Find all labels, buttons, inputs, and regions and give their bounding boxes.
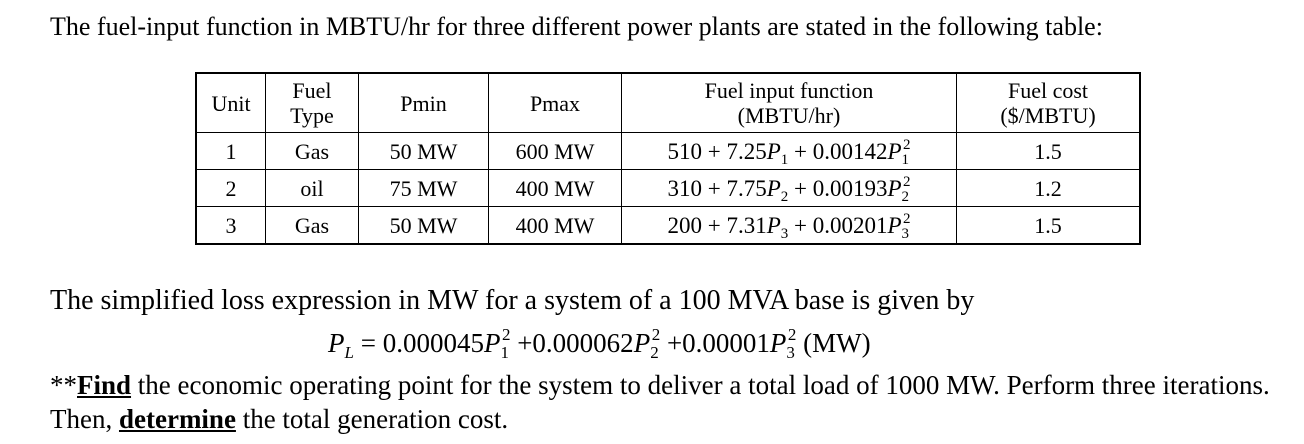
cell-unit: 2	[195, 169, 266, 207]
task-text: **Find the economic operating point for …	[50, 368, 1300, 436]
header-fuel-cost-line1: Fuel cost	[1007, 78, 1089, 103]
cell-pmax: 600 MW	[488, 132, 622, 170]
cell-unit: 1	[195, 132, 266, 170]
coef-a: 510	[667, 138, 702, 164]
var-sub: 3	[901, 225, 910, 242]
header-fuel-type: Fuel Type	[265, 72, 359, 133]
cell-pmax: 400 MW	[488, 206, 622, 245]
cell-pmin: 50 MW	[358, 132, 489, 170]
header-fuel-function-line2: (MBTU/hr)	[737, 103, 841, 128]
coef-a: 310	[667, 175, 702, 201]
loss-sub-1: 1	[500, 343, 509, 362]
table-header-row: Unit Fuel Type Pmin Pmax Fuel input func…	[195, 72, 1141, 133]
coef-c: 0.00142	[812, 138, 888, 164]
exponent-2: 2	[501, 325, 511, 344]
exponent-2: 2	[903, 173, 911, 190]
var-p: P	[887, 212, 902, 238]
header-unit: Unit	[195, 72, 266, 133]
var-p: P	[766, 175, 781, 201]
header-fuel-cost: Fuel cost ($/MBTU)	[956, 72, 1141, 133]
task-determine-keyword: determine	[118, 404, 236, 434]
coef-c: 0.00193	[812, 175, 888, 201]
loss-sub-3: 3	[786, 343, 795, 362]
coef-c: 0.00201	[812, 212, 888, 238]
loss-unit: (MW)	[803, 328, 871, 358]
loss-var-p: P	[483, 328, 501, 358]
coef-a: 200	[667, 212, 702, 238]
table-row: 1 Gas 50 MW 600 MW 510 + 7.25P1 + 0.0014…	[195, 132, 1141, 170]
var-p: P	[887, 138, 902, 164]
cell-unit: 3	[195, 206, 266, 245]
exponent-2: 2	[787, 325, 797, 344]
header-fuel-cost-line2: ($/MBTU)	[1000, 103, 1096, 128]
fuel-function-equation: 510 + 7.25P1 + 0.00142P12	[667, 136, 911, 168]
cell-pmin: 50 MW	[358, 206, 489, 245]
cell-fuel-function: 310 + 7.75P2 + 0.00193P22	[621, 169, 957, 207]
var-p: P	[887, 175, 902, 201]
cell-fuel-cost: 1.2	[956, 169, 1141, 207]
task-suffix: the total generation cost.	[235, 404, 509, 434]
cell-fuel-type: oil	[265, 169, 359, 207]
coef-b: 7.25	[726, 138, 767, 164]
header-pmin: Pmin	[358, 72, 489, 133]
coef-b: 7.31	[726, 212, 767, 238]
cell-pmax: 400 MW	[488, 169, 622, 207]
loss-coef-1: 0.000045	[382, 328, 484, 358]
loss-coef-2: +0.000062	[517, 328, 634, 358]
var-sub: 2	[901, 188, 910, 205]
exponent-2: 2	[651, 325, 661, 344]
loss-equation: PL = 0.000045P12 +0.000062P22 +0.00001P3…	[328, 325, 871, 362]
exponent-2: 2	[903, 210, 911, 227]
task-middle: the economic operating point for the sys…	[50, 370, 1270, 434]
var-p: P	[766, 138, 781, 164]
loss-coef-3: +0.00001	[666, 328, 770, 358]
header-pmax: Pmax	[488, 72, 622, 133]
coef-b: 7.75	[726, 175, 767, 201]
loss-var-p: P	[769, 328, 787, 358]
loss-sub-2: 2	[650, 343, 659, 362]
var-p: P	[766, 212, 781, 238]
table-row: 2 oil 75 MW 400 MW 310 + 7.75P2 + 0.0019…	[195, 169, 1141, 207]
header-fuel-function-line1: Fuel input function	[704, 78, 874, 103]
var-sub: 2	[780, 188, 789, 205]
table-row: 3 Gas 50 MW 400 MW 200 + 7.31P3 + 0.0020…	[195, 206, 1141, 245]
var-sub: 3	[780, 225, 789, 242]
loss-intro-text: The simplified loss expression in MW for…	[50, 285, 975, 316]
intro-text: The fuel-input function in MBTU/hr for t…	[50, 12, 1103, 41]
task-prefix: **	[50, 370, 77, 400]
cell-fuel-cost: 1.5	[956, 132, 1141, 170]
cell-fuel-function: 510 + 7.25P1 + 0.00142P12	[621, 132, 957, 170]
fuel-function-equation: 310 + 7.75P2 + 0.00193P22	[667, 173, 911, 205]
header-fuel-type-line1: Fuel	[292, 78, 332, 103]
cell-fuel-type: Gas	[265, 132, 359, 170]
cell-pmin: 75 MW	[358, 169, 489, 207]
exponent-2: 2	[903, 136, 911, 153]
cell-fuel-function: 200 + 7.31P3 + 0.00201P32	[621, 206, 957, 245]
fuel-function-equation: 200 + 7.31P3 + 0.00201P32	[667, 210, 911, 242]
var-sub: 1	[780, 151, 789, 168]
var-sub: 1	[901, 151, 910, 168]
loss-lhs-var: P	[328, 328, 345, 358]
cell-fuel-cost: 1.5	[956, 206, 1141, 245]
loss-lhs-sub: L	[344, 343, 354, 362]
cell-fuel-type: Gas	[265, 206, 359, 245]
header-fuel-type-line2: Type	[290, 103, 334, 128]
loss-var-p: P	[633, 328, 651, 358]
fuel-input-table: Unit Fuel Type Pmin Pmax Fuel input func…	[195, 72, 1141, 245]
task-find-keyword: Find	[77, 370, 132, 400]
header-fuel-function: Fuel input function (MBTU/hr)	[621, 72, 957, 133]
